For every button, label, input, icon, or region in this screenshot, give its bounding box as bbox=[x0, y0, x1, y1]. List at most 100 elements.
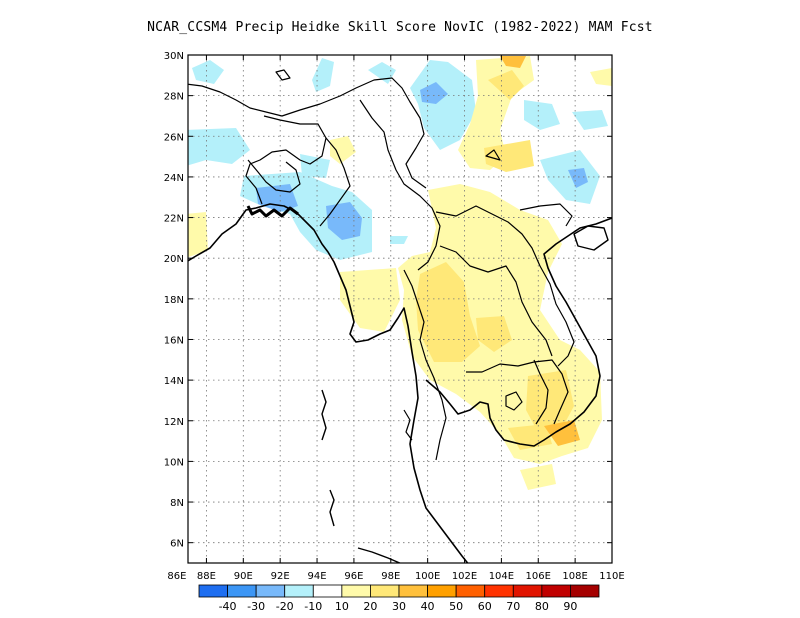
shade-positive-north bbox=[330, 136, 356, 164]
border-thailand-laos bbox=[439, 245, 553, 357]
border-laos bbox=[435, 205, 575, 367]
shade-negative-north bbox=[312, 58, 334, 92]
colorbar-swatch bbox=[284, 584, 314, 598]
colorbar-label: 80 bbox=[535, 600, 549, 613]
lat-tick-label: 22N bbox=[164, 214, 184, 225]
lat-tick-label: 18N bbox=[164, 295, 184, 306]
lat-tick-label: 24N bbox=[164, 173, 184, 184]
border-myanmar-china bbox=[359, 99, 441, 271]
colorbar-swatch bbox=[312, 584, 343, 598]
lat-tick-label: 26N bbox=[164, 132, 184, 143]
lon-tick-label: 102E bbox=[452, 571, 477, 582]
lat-tick-label: 8N bbox=[170, 498, 184, 509]
shade-positive-central bbox=[340, 268, 400, 332]
map-frame bbox=[187, 54, 613, 564]
shade-positive-central bbox=[520, 464, 556, 490]
skill-shading bbox=[188, 56, 612, 490]
shade-positive-core bbox=[476, 316, 512, 352]
shade-positive-north bbox=[590, 68, 612, 86]
hainan-island bbox=[573, 225, 609, 251]
colorbar-label: -20 bbox=[276, 600, 294, 613]
border-thailand-cambodia bbox=[466, 359, 569, 425]
border-bangladesh bbox=[247, 159, 301, 193]
lon-tick-label: 86E bbox=[167, 571, 186, 582]
colorbar-swatch bbox=[541, 584, 571, 598]
shade-positive-core bbox=[484, 140, 534, 172]
lon-tick-label: 104E bbox=[489, 571, 514, 582]
colorbar-swatch bbox=[455, 584, 486, 598]
shade-positive-core bbox=[416, 262, 480, 362]
coastline-east bbox=[425, 217, 612, 447]
lat-tick-label: 16N bbox=[164, 335, 184, 346]
colorbar-swatch bbox=[198, 584, 228, 598]
graticule bbox=[188, 55, 612, 563]
colorbar-label: 40 bbox=[421, 600, 435, 613]
shade-negative-north bbox=[192, 60, 224, 84]
colorbar-label: -10 bbox=[304, 600, 322, 613]
border-myanmar-thailand bbox=[403, 269, 447, 461]
colorbar-swatch bbox=[341, 584, 371, 598]
shade-positive-north bbox=[188, 212, 208, 258]
colorbar-label: 30 bbox=[392, 600, 406, 613]
china-lakes bbox=[275, 69, 291, 81]
shade-negative-core bbox=[568, 168, 588, 188]
lon-tick-label: 92E bbox=[271, 571, 290, 582]
sumatra-tip bbox=[357, 547, 402, 563]
colorbar-label: -30 bbox=[247, 600, 265, 613]
lon-tick-label: 106E bbox=[526, 571, 551, 582]
latitude-ticks: 6N 8N 10N 12N 14N 16N 18N 20N 22N 24N 26N 28N 30N bbox=[164, 51, 612, 550]
border-india-myanmar bbox=[319, 137, 351, 227]
shade-positive-peak bbox=[544, 420, 580, 446]
map-title: NCAR_CCSM4 Precip Heidke Skill Score Nov… bbox=[147, 20, 653, 35]
lon-tick-label: 96E bbox=[344, 571, 363, 582]
coastline-west bbox=[188, 203, 469, 563]
shade-positive-peak bbox=[500, 56, 526, 68]
lat-tick-label: 28N bbox=[164, 92, 184, 103]
lon-tick-label: 110E bbox=[599, 571, 624, 582]
lat-tick-label: 20N bbox=[164, 254, 184, 265]
shade-negative-east bbox=[390, 236, 408, 244]
border-vietnam-china bbox=[519, 203, 573, 227]
colorbar-swatch bbox=[370, 584, 400, 598]
colorbar-swatch bbox=[398, 584, 428, 598]
colorbar-label: 10 bbox=[335, 600, 349, 613]
shade-negative-east bbox=[540, 150, 600, 204]
longitude-ticks: 86E 88E 90E 92E 94E 96E 98E 100E 102E 104E 106E 108… bbox=[167, 55, 625, 582]
lon-tick-label: 88E bbox=[197, 571, 216, 582]
lat-tick-label: 12N bbox=[164, 417, 184, 428]
colorbar-swatch bbox=[255, 584, 286, 598]
china-lakes bbox=[485, 149, 501, 161]
border-bhutan bbox=[245, 115, 327, 205]
border-cambodia-vietnam bbox=[533, 359, 549, 425]
shade-negative-core bbox=[326, 202, 362, 240]
shade-negative-east bbox=[300, 154, 330, 178]
lon-tick-label: 90E bbox=[234, 571, 253, 582]
andaman-islands bbox=[321, 389, 327, 441]
colorbar-label: 20 bbox=[363, 600, 377, 613]
shade-positive-core bbox=[488, 70, 524, 100]
shade-negative-north bbox=[572, 110, 608, 130]
shade-negative-north bbox=[524, 100, 560, 130]
coastlines-borders bbox=[188, 69, 612, 563]
colorbar-label: 60 bbox=[478, 600, 492, 613]
colorbar-label: 90 bbox=[563, 600, 577, 613]
colorbar-label: 70 bbox=[506, 600, 520, 613]
lon-tick-label: 108E bbox=[562, 571, 587, 582]
colorbar-swatch bbox=[570, 584, 600, 598]
lon-tick-label: 94E bbox=[308, 571, 327, 582]
colorbar-label: 50 bbox=[449, 600, 463, 613]
shade-negative-north bbox=[410, 60, 476, 150]
lat-tick-label: 30N bbox=[164, 51, 184, 62]
colorbar-swatch bbox=[484, 584, 514, 598]
colorbar-label: -40 bbox=[219, 600, 237, 613]
colorbar bbox=[198, 584, 600, 598]
lat-tick-label: 6N bbox=[170, 539, 184, 550]
colorbar-swatch bbox=[512, 584, 543, 598]
lon-tick-label: 98E bbox=[381, 571, 400, 582]
sundarbans bbox=[246, 205, 299, 218]
colorbar-swatch bbox=[427, 584, 457, 598]
colorbar-labels: -40 -30 -20 -10 10 20 30 40 50 60 70 80 90 bbox=[219, 600, 578, 613]
colorbar-swatch bbox=[227, 584, 257, 598]
shade-negative-north bbox=[188, 128, 250, 166]
